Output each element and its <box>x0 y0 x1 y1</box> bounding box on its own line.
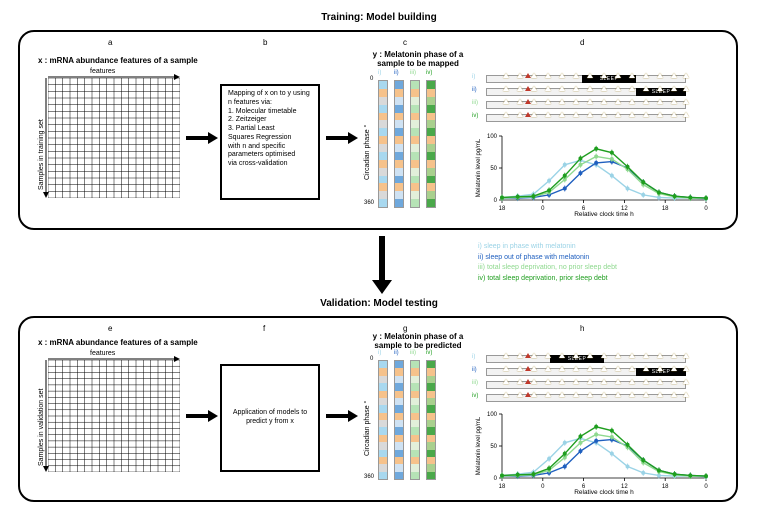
svg-text:50: 50 <box>490 444 497 450</box>
svg-text:18: 18 <box>662 484 669 490</box>
svg-text:18: 18 <box>499 484 506 490</box>
validation-title: Validation: Model testing <box>0 298 758 309</box>
arrow-down <box>372 236 392 294</box>
svg-text:50: 50 <box>490 166 497 172</box>
phase-360-g: 360 <box>364 474 374 480</box>
svg-text:0: 0 <box>541 206 545 212</box>
svg-text:100: 100 <box>487 134 498 140</box>
stripes-c: i)ii)iii)iv) <box>378 80 450 208</box>
features-arrow-a <box>48 74 180 80</box>
box-f-text: Application of models to predict y from … <box>228 409 312 427</box>
svg-text:Relative clock time h: Relative clock time h <box>574 489 634 496</box>
col-c: c <box>403 38 407 47</box>
grid-e <box>48 360 180 472</box>
phase-0-g: 0 <box>370 356 373 362</box>
samples-arrow-a <box>43 78 49 198</box>
panel-e-title: x : mRNA abundance features of a sample <box>38 338 208 347</box>
svg-text:18: 18 <box>499 206 506 212</box>
svg-text:0: 0 <box>704 484 708 490</box>
training-title: Training: Model building <box>0 12 758 23</box>
phase-360-c: 360 <box>364 200 374 206</box>
stripes-g: i)ii)iii)iv) <box>378 360 450 480</box>
timeline-d: i)SLEEPii)SLEEPiii)iv) <box>472 72 702 124</box>
svg-text:18: 18 <box>662 206 669 212</box>
phase-0-c: 0 <box>370 76 373 82</box>
col-h: h <box>580 324 584 333</box>
col-b: b <box>263 38 267 47</box>
arrow-ab <box>186 132 218 144</box>
chart-h: 050100180612180Relative clock time hMela… <box>472 410 712 498</box>
timeline-h: i)SLEEPii)SLEEPiii)iv) <box>472 352 702 404</box>
box-f: Application of models to predict y from … <box>220 364 320 472</box>
col-e: e <box>108 324 112 333</box>
svg-text:0: 0 <box>541 484 545 490</box>
box-b: Mapping of x on to y using n features vi… <box>220 84 320 200</box>
arrow-bc <box>326 132 358 144</box>
svg-text:0: 0 <box>704 206 708 212</box>
svg-text:Relative clock time h: Relative clock time h <box>574 211 634 218</box>
samples-arrow-e <box>43 360 49 472</box>
col-a: a <box>108 38 112 47</box>
svg-text:0: 0 <box>494 476 498 482</box>
legend: i) sleep in phase with melatoninii) slee… <box>478 242 617 284</box>
panel-a-title: x : mRNA abundance features of a sample <box>38 56 208 65</box>
phase-ylab-g: Circadian phase ° <box>364 401 371 456</box>
svg-text:Melatonin level pg/mL: Melatonin level pg/mL <box>476 138 482 197</box>
features-arrow-e <box>48 356 180 362</box>
box-b-text: Mapping of x on to y using n features vi… <box>228 90 310 167</box>
arrow-fg <box>326 410 358 422</box>
arrow-ef <box>186 410 218 422</box>
training-panel: a b c d x : mRNA abundance features of a… <box>18 30 738 230</box>
validation-panel: e f g h x : mRNA abundance features of a… <box>18 316 738 502</box>
col-d: d <box>580 38 584 47</box>
phase-ylab-c: Circadian phase ° <box>364 125 371 180</box>
panel-c-title: y : Melatonin phase of a sample to be ma… <box>370 50 466 68</box>
col-f: f <box>263 324 265 333</box>
svg-text:Melatonin level pg/mL: Melatonin level pg/mL <box>476 416 482 475</box>
grid-a <box>48 78 180 198</box>
svg-text:0: 0 <box>494 198 498 204</box>
panel-g-title: y : Melatonin phase of a sample to be pr… <box>370 332 466 350</box>
chart-d: 050100180612180Relative clock time hMela… <box>472 132 712 220</box>
svg-text:100: 100 <box>487 412 498 418</box>
